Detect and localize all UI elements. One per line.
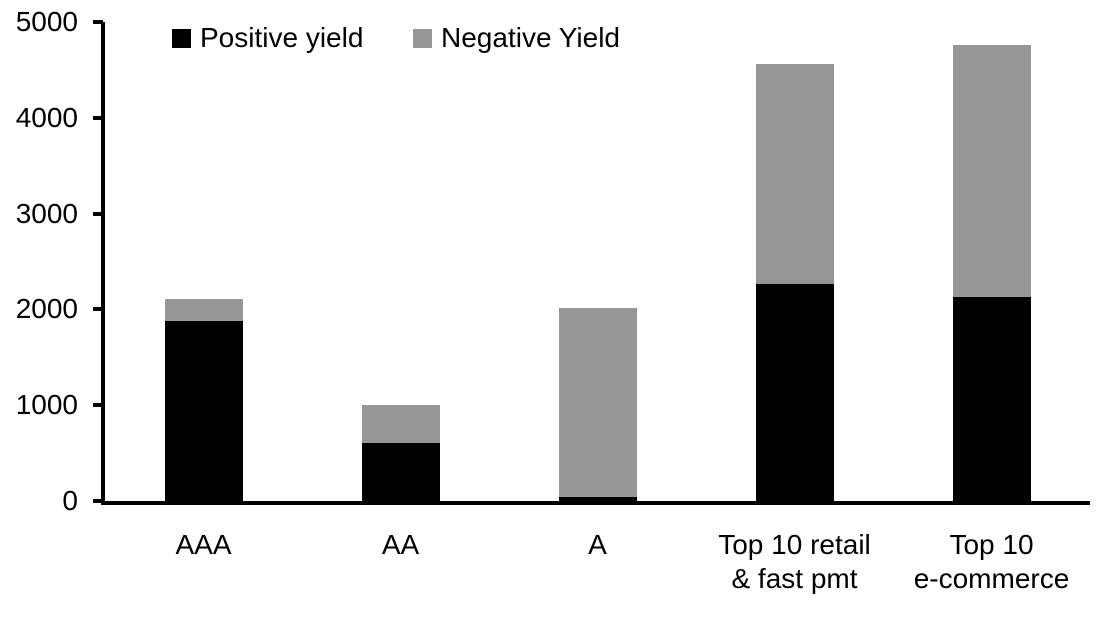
bar-segment-negative-2 <box>558 307 637 498</box>
x-axis-label-2: A <box>588 529 607 560</box>
bar-segment-positive-4 <box>952 296 1031 501</box>
y-axis-tick-4 <box>93 115 103 120</box>
bar-segment-negative-1 <box>361 405 440 443</box>
x-axis-label-0: AAA <box>175 529 232 560</box>
y-axis-tick-label-4: 4000 <box>15 101 78 133</box>
y-axis-tick-label-1: 1000 <box>15 389 78 421</box>
bar-segment-negative-3 <box>755 64 834 284</box>
bar-segment-positive-1 <box>361 442 440 501</box>
y-axis-tick-label-5: 5000 <box>15 6 78 37</box>
y-axis-tick-1 <box>93 403 103 408</box>
y-axis-tick-5 <box>93 20 103 24</box>
bar-segment-positive-3 <box>755 283 834 501</box>
plot-area <box>101 22 1090 505</box>
bar-segment-positive-0 <box>164 320 243 501</box>
bar-segment-negative-4 <box>952 45 1031 297</box>
x-axis-label-1: AA <box>381 529 420 560</box>
y-axis-tick-label-3: 3000 <box>15 197 78 229</box>
y-axis-tick-label-0: 0 <box>62 485 78 516</box>
bar-segment-positive-2 <box>558 497 637 501</box>
y-axis-tick-label-2: 2000 <box>15 293 78 325</box>
y-axis-tick-3 <box>93 211 103 216</box>
x-axis-label-3: Top 10 retail & fast pmt <box>718 529 871 594</box>
y-axis-tick-0 <box>93 499 103 503</box>
bar-segment-negative-0 <box>164 298 243 321</box>
y-axis-tick-2 <box>93 307 103 312</box>
x-axis-label-4: Top 10 e-commerce <box>913 529 1070 594</box>
